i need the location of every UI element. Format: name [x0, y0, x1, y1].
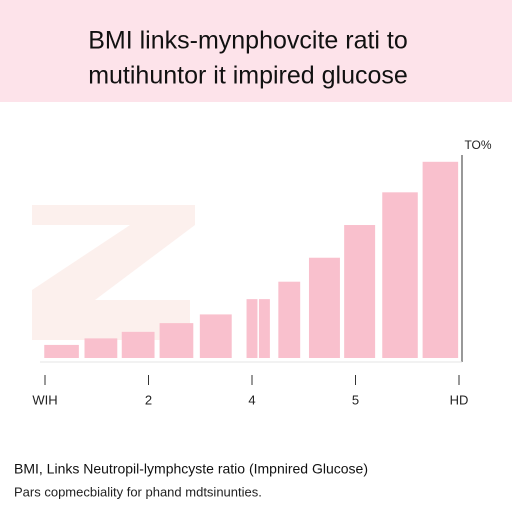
bar [258, 299, 270, 358]
bar [308, 257, 340, 358]
bar [278, 281, 301, 358]
bar [422, 161, 459, 358]
chart-title: mutihuntor it impired glucose [88, 62, 408, 90]
x-tick-label: 2 [145, 392, 152, 407]
y-axis-label: TO% [464, 138, 491, 152]
chart-title: BMI links-mynphovcite rati to [88, 27, 408, 55]
bar [246, 299, 258, 358]
x-tick-label: 4 [248, 392, 255, 407]
note: Pars copmecbiality for phand mdtsinuntie… [14, 484, 262, 499]
bar [344, 225, 376, 358]
watermark [32, 205, 195, 340]
bar [44, 344, 79, 358]
bar [121, 331, 155, 358]
bar [159, 323, 194, 358]
x-tick-label: WIH [32, 392, 57, 407]
bar [84, 338, 118, 358]
x-tick-label: 5 [352, 392, 359, 407]
x-tick-label: HD [450, 392, 469, 407]
caption: BMI, Links Neutropil-lymphcyste ratio (I… [14, 461, 368, 477]
bar [382, 192, 418, 358]
bar [199, 314, 232, 358]
title-band [0, 0, 512, 102]
